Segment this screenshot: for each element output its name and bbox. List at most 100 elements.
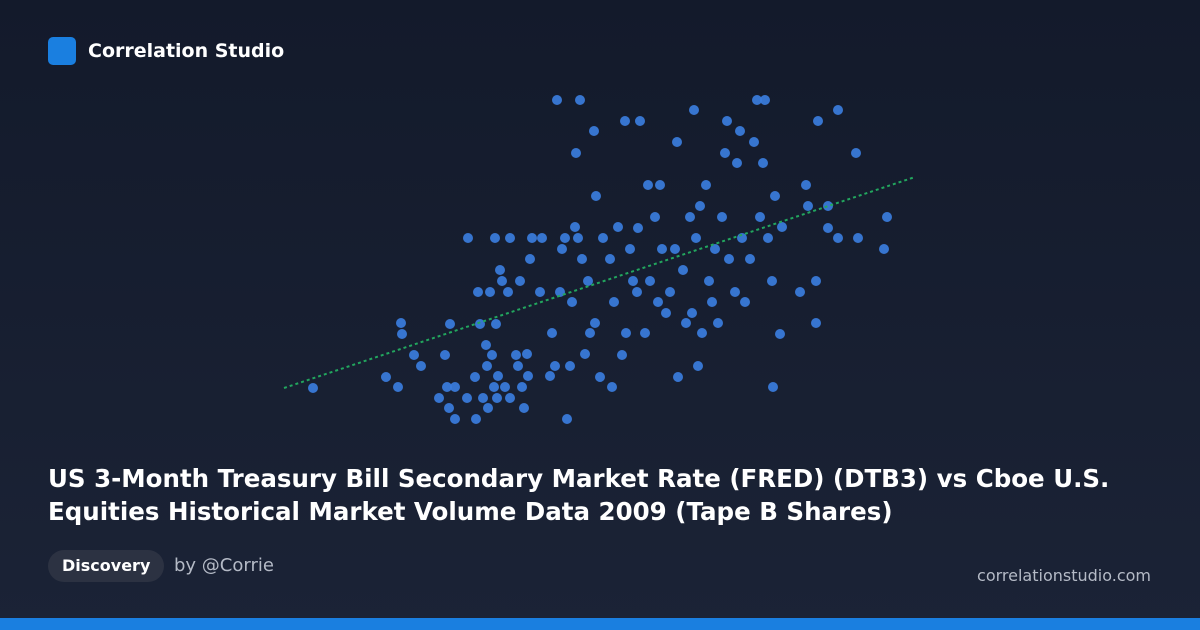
point (685, 212, 695, 222)
point (763, 233, 773, 243)
point (749, 137, 759, 147)
point (495, 265, 505, 275)
point (473, 287, 483, 297)
point (308, 383, 318, 393)
point (481, 340, 491, 350)
point (577, 254, 587, 264)
point (450, 414, 460, 424)
point (665, 287, 675, 297)
point (833, 105, 843, 115)
point (562, 414, 572, 424)
point (758, 158, 768, 168)
trend-line (283, 176, 916, 389)
point (678, 265, 688, 275)
point (492, 393, 502, 403)
point (463, 233, 473, 243)
point (557, 244, 567, 254)
point (801, 180, 811, 190)
point (681, 318, 691, 328)
point (527, 233, 537, 243)
point (409, 350, 419, 360)
point (505, 233, 515, 243)
point (591, 191, 601, 201)
point (707, 297, 717, 307)
point (416, 361, 426, 371)
point (833, 233, 843, 243)
point (605, 254, 615, 264)
point (613, 222, 623, 232)
point (803, 201, 813, 211)
point (505, 393, 515, 403)
point (462, 393, 472, 403)
point (583, 276, 593, 286)
point (491, 319, 501, 329)
point (503, 287, 513, 297)
chart-title: US 3-Month Treasury Bill Secondary Marke… (48, 464, 1110, 526)
point (628, 276, 638, 286)
chart (283, 95, 916, 424)
point (489, 382, 499, 392)
tag[interactable]: Discovery (48, 550, 165, 582)
point (573, 233, 583, 243)
point (515, 276, 525, 286)
point (478, 393, 488, 403)
point (580, 349, 590, 359)
point (445, 319, 455, 329)
point (673, 372, 683, 382)
point (755, 212, 765, 222)
point (851, 148, 861, 158)
point (653, 297, 663, 307)
logo (48, 37, 76, 65)
point (607, 382, 617, 392)
point (704, 276, 714, 286)
point (450, 382, 460, 392)
point (811, 318, 821, 328)
point (645, 276, 655, 286)
point (537, 233, 547, 243)
point (522, 349, 532, 359)
point (655, 180, 665, 190)
author[interactable]: by @Corrie (174, 555, 274, 576)
point (570, 222, 580, 232)
point (440, 350, 450, 360)
point (547, 328, 557, 338)
point (760, 95, 770, 105)
point (552, 95, 562, 105)
point (717, 212, 727, 222)
point (513, 361, 523, 371)
point (768, 382, 778, 392)
point (550, 361, 560, 371)
point (689, 105, 699, 115)
point (517, 382, 527, 392)
point (745, 254, 755, 264)
point (625, 244, 635, 254)
point (775, 329, 785, 339)
point (724, 254, 734, 264)
point (633, 223, 643, 233)
point (687, 308, 697, 318)
point (640, 328, 650, 338)
point (670, 244, 680, 254)
point (740, 297, 750, 307)
point (730, 287, 740, 297)
bottom-bar (0, 618, 1200, 630)
point (695, 201, 705, 211)
point (795, 287, 805, 297)
point (879, 244, 889, 254)
point (444, 403, 454, 413)
point (470, 372, 480, 382)
point (595, 372, 605, 382)
point (620, 116, 630, 126)
point (732, 158, 742, 168)
point (657, 244, 667, 254)
point (381, 372, 391, 382)
point (487, 350, 497, 360)
point (632, 287, 642, 297)
point (493, 371, 503, 381)
point (672, 137, 682, 147)
brand: Correlation Studio (88, 40, 285, 62)
point (661, 308, 671, 318)
point (722, 116, 732, 126)
point (500, 382, 510, 392)
point (555, 287, 565, 297)
